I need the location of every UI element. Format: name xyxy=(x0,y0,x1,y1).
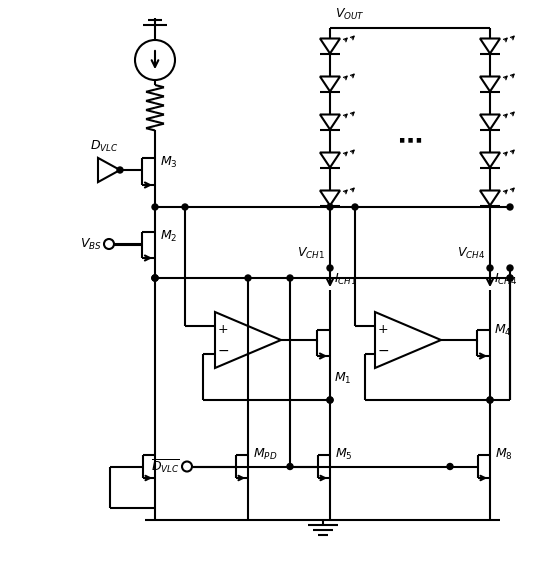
Circle shape xyxy=(152,204,158,210)
Circle shape xyxy=(327,204,333,210)
Circle shape xyxy=(487,397,493,403)
Text: $M_2$: $M_2$ xyxy=(160,229,178,243)
Circle shape xyxy=(287,464,293,470)
Circle shape xyxy=(287,275,293,281)
Text: $M_8$: $M_8$ xyxy=(495,447,513,462)
Text: $M_4$: $M_4$ xyxy=(494,323,512,337)
Text: $I_{CH4}$: $I_{CH4}$ xyxy=(494,272,517,286)
Text: $\boldsymbol{\cdots}$: $\boldsymbol{\cdots}$ xyxy=(398,128,423,152)
Text: $I_{CH1}$: $I_{CH1}$ xyxy=(334,272,357,286)
Circle shape xyxy=(245,275,251,281)
Text: $V_{CH1}$: $V_{CH1}$ xyxy=(297,246,325,261)
Text: −: − xyxy=(377,344,389,358)
Text: $\overline{D_{VLC}}$: $\overline{D_{VLC}}$ xyxy=(151,458,180,475)
Text: $D_{VLC}$: $D_{VLC}$ xyxy=(90,139,119,154)
Circle shape xyxy=(507,265,513,271)
Text: $M_3$: $M_3$ xyxy=(160,155,178,170)
Text: +: + xyxy=(377,323,388,336)
Circle shape xyxy=(352,204,358,210)
Text: $M_{PD}$: $M_{PD}$ xyxy=(253,447,277,462)
Text: +: + xyxy=(218,323,228,336)
Text: $M_1$: $M_1$ xyxy=(334,371,352,385)
Circle shape xyxy=(487,397,493,403)
Circle shape xyxy=(182,204,188,210)
Circle shape xyxy=(487,265,493,271)
Circle shape xyxy=(327,397,333,403)
Circle shape xyxy=(507,204,513,210)
Circle shape xyxy=(327,397,333,403)
Text: −: − xyxy=(217,344,229,358)
Text: $V_{OUT}$: $V_{OUT}$ xyxy=(335,7,365,22)
Circle shape xyxy=(327,265,333,271)
Circle shape xyxy=(447,464,453,470)
Circle shape xyxy=(152,275,158,281)
Circle shape xyxy=(117,167,123,173)
Circle shape xyxy=(152,275,158,281)
Text: $V_{CH4}$: $V_{CH4}$ xyxy=(457,246,485,261)
Text: $M_5$: $M_5$ xyxy=(335,447,353,462)
Text: $V_{BS}$: $V_{BS}$ xyxy=(80,237,102,251)
Circle shape xyxy=(507,275,513,281)
Circle shape xyxy=(507,275,513,281)
Circle shape xyxy=(152,275,158,281)
